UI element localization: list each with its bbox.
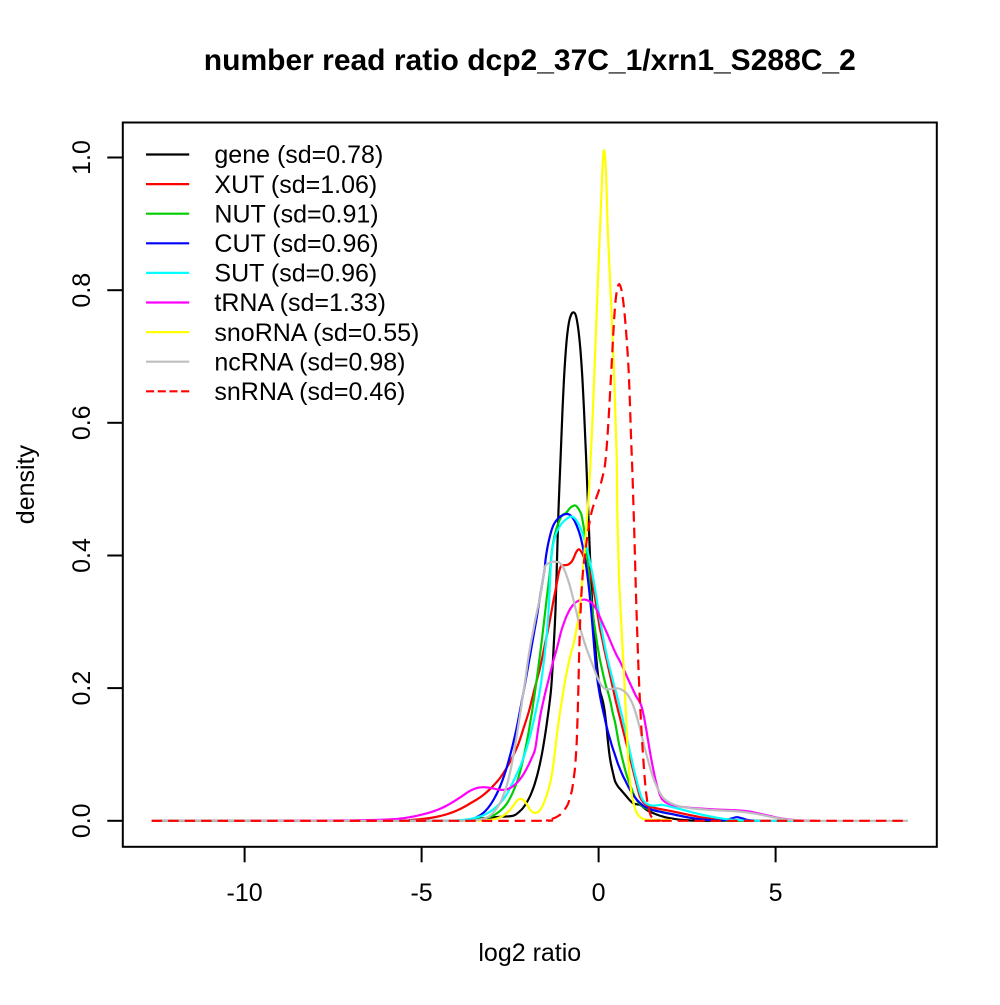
svg-text:snRNA (sd=0.46): snRNA (sd=0.46) <box>214 378 405 406</box>
svg-text:CUT (sd=0.96): CUT (sd=0.96) <box>214 230 378 258</box>
svg-text:gene (sd=0.78): gene (sd=0.78) <box>214 141 383 169</box>
svg-text:0.6: 0.6 <box>68 405 96 440</box>
svg-text:0.2: 0.2 <box>68 671 96 706</box>
svg-text:density: density <box>12 444 40 524</box>
svg-text:tRNA (sd=1.33): tRNA (sd=1.33) <box>214 289 386 317</box>
svg-text:ncRNA (sd=0.98): ncRNA (sd=0.98) <box>214 348 405 376</box>
svg-text:XUT (sd=1.06): XUT (sd=1.06) <box>214 171 377 199</box>
svg-text:SUT (sd=0.96): SUT (sd=0.96) <box>214 260 377 288</box>
svg-text:number read ratio dcp2_37C_1/x: number read ratio dcp2_37C_1/xrn1_S288C_… <box>204 44 856 77</box>
svg-text:0.4: 0.4 <box>68 538 96 573</box>
svg-text:log2 ratio: log2 ratio <box>478 939 581 967</box>
svg-text:snoRNA (sd=0.55): snoRNA (sd=0.55) <box>214 319 419 347</box>
svg-text:0.8: 0.8 <box>68 273 96 308</box>
svg-text:0: 0 <box>592 879 606 907</box>
svg-text:5: 5 <box>769 879 783 907</box>
svg-text:-10: -10 <box>227 879 263 907</box>
svg-text:1.0: 1.0 <box>68 140 96 175</box>
svg-text:NUT (sd=0.91): NUT (sd=0.91) <box>214 200 378 228</box>
svg-text:-5: -5 <box>410 879 432 907</box>
svg-text:0.0: 0.0 <box>68 803 96 838</box>
